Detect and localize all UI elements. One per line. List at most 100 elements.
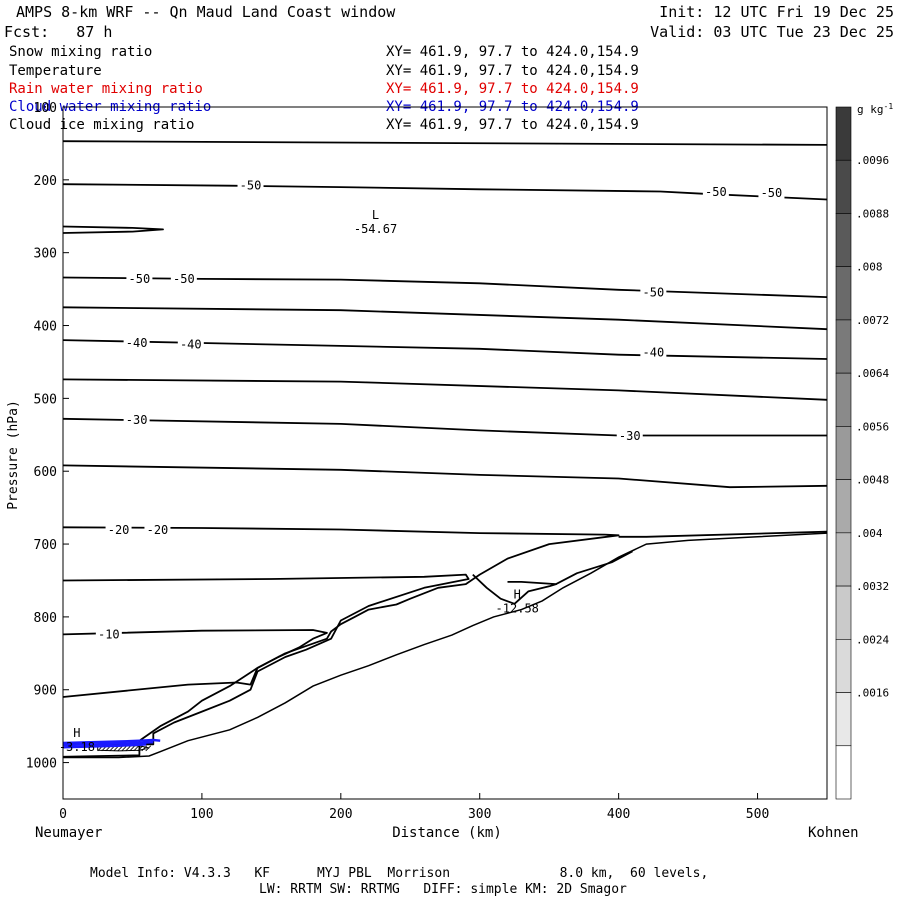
x-tick-label: 400	[607, 807, 630, 822]
hatch-mark	[129, 745, 136, 752]
isotherm-label-bg	[170, 271, 197, 286]
colorbar-tick-label: .008	[856, 261, 883, 274]
isotherm-label: -50	[240, 179, 262, 193]
colorbar-tick-label: .0096	[856, 154, 889, 167]
extremum-marker: H	[514, 588, 521, 602]
isotherm-label-bg	[126, 271, 153, 286]
isotherm-label-bg	[95, 627, 122, 642]
y-tick-label: 900	[34, 684, 57, 699]
isotherm-label: -30	[126, 413, 148, 427]
isotherm-line	[62, 573, 470, 746]
y-tick-label: 1000	[26, 757, 57, 772]
valid-time: Valid: 03 UTC Tue 23 Dec 25	[650, 23, 894, 41]
isotherm-label-bg	[640, 285, 667, 300]
footer-physics-info: LW: RRTM SW: RRTMG DIFF: simple KM: 2D S…	[259, 882, 627, 897]
field-name-rain: Rain water mixing ratio	[9, 81, 203, 97]
colorbar-tick-label: .0088	[856, 207, 889, 220]
field-xy-rain: XY= 461.9, 97.7 to 424.0,154.9	[386, 81, 639, 97]
y-tick-label: 300	[34, 247, 57, 262]
isotherm-label-bg	[123, 336, 150, 351]
isotherm-label: -40	[126, 336, 148, 350]
colorbar-swatch	[835, 745, 852, 800]
isotherm-label: -50	[761, 186, 783, 200]
y-tick-label: 700	[34, 538, 57, 553]
isotherm-line	[62, 464, 828, 489]
colorbar-tick-label: .0072	[856, 314, 889, 327]
field-xy-snow: XY= 461.9, 97.7 to 424.0,154.9	[386, 44, 639, 60]
x-tick-label: 300	[468, 807, 491, 822]
field-xy-cloud-ice: XY= 461.9, 97.7 to 424.0,154.9	[386, 117, 639, 133]
colorbar-swatch	[835, 639, 852, 693]
isotherm-label-bg	[105, 523, 132, 538]
colorbar-swatch	[835, 585, 852, 640]
hatch-mark	[133, 745, 140, 752]
colorbar-swatch	[835, 266, 852, 321]
terrain-line	[63, 532, 828, 759]
footer-model-info: Model Info: V4.3.3 KF MYJ PBL Morrison 8…	[90, 866, 709, 881]
x-tick-label: 200	[329, 807, 352, 822]
x-tick-label: 0	[59, 807, 67, 822]
x-start-location: Neumayer	[35, 825, 102, 841]
hatch-mark	[141, 745, 148, 752]
isotherm-label: -50	[705, 185, 727, 199]
colorbar-swatch	[835, 106, 852, 161]
y-tick-label: 400	[34, 320, 57, 335]
colorbar-swatch	[835, 426, 852, 480]
y-tick-label: 200	[34, 174, 57, 189]
isotherm-label: -30	[619, 429, 641, 443]
isotherm-line	[62, 306, 828, 331]
isotherm-line	[62, 629, 328, 698]
colorbar-tick-label: .0048	[856, 474, 889, 487]
colorbar-tick-label: .004	[856, 527, 883, 540]
isotherm-label: -20	[147, 523, 169, 537]
isotherm-label-bg	[177, 337, 204, 352]
isotherm-label-bg	[758, 185, 785, 200]
isotherm-line	[62, 526, 620, 758]
isotherm-label: -10	[98, 627, 120, 641]
isotherm-label: -20	[108, 523, 130, 537]
y-tick-label: 800	[34, 611, 57, 626]
y-axis-label: Pressure (hPa)	[6, 400, 21, 510]
isotherm-line	[62, 225, 164, 234]
isotherm-line	[472, 573, 557, 605]
isotherm-label: -40	[643, 345, 665, 359]
cloud-water-contour	[62, 743, 147, 749]
field-xy-temperature: XY= 461.9, 97.7 to 424.0,154.9	[386, 63, 639, 79]
isotherm-label-bg	[144, 523, 171, 538]
isotherm-label-bg	[123, 413, 150, 428]
isotherm-line	[555, 550, 633, 585]
isotherm-label-bg	[237, 178, 264, 193]
isotherm-line	[62, 183, 828, 201]
isotherm-line	[618, 530, 828, 538]
x-axis-label: Distance (km)	[392, 825, 502, 841]
isotherm-line	[62, 378, 828, 401]
extremum-value: -54.67	[354, 222, 397, 236]
colorbar-tick-label: .0064	[856, 367, 889, 380]
isotherm-label: -40	[180, 337, 202, 351]
isotherm-line	[62, 339, 828, 360]
forecast-hour: Fcst: 87 h	[4, 23, 113, 41]
chart-title: AMPS 8-km WRF -- Qn Maud Land Coast wind…	[16, 3, 396, 21]
colorbar-unit: g kg-1	[857, 102, 893, 116]
isotherm-line	[62, 417, 827, 437]
x-tick-label: 100	[190, 807, 213, 822]
cloud-water-contour	[62, 741, 154, 747]
hatch-mark	[125, 745, 132, 752]
colorbar-swatch	[835, 319, 852, 374]
extremum-marker: L	[372, 208, 379, 222]
colorbar-tick-label: .0056	[856, 420, 889, 433]
field-name-temperature: Temperature	[9, 63, 102, 79]
colorbar-swatch	[835, 692, 852, 747]
field-name-cloud-ice: Cloud ice mixing ratio	[9, 117, 195, 133]
init-time: Init: 12 UTC Fri 19 Dec 25	[659, 3, 894, 21]
colorbar-swatch	[835, 532, 852, 587]
isotherm-label: -50	[129, 272, 151, 286]
isotherm-label: -50	[643, 286, 665, 300]
hatch-mark	[121, 745, 128, 752]
isotherm-label: -50	[173, 272, 195, 286]
colorbar-swatch	[835, 213, 852, 267]
field-name-snow: Snow mixing ratio	[9, 44, 153, 60]
colorbar-tick-label: .0016	[856, 687, 889, 700]
extremum-value: -3.18	[59, 740, 95, 754]
